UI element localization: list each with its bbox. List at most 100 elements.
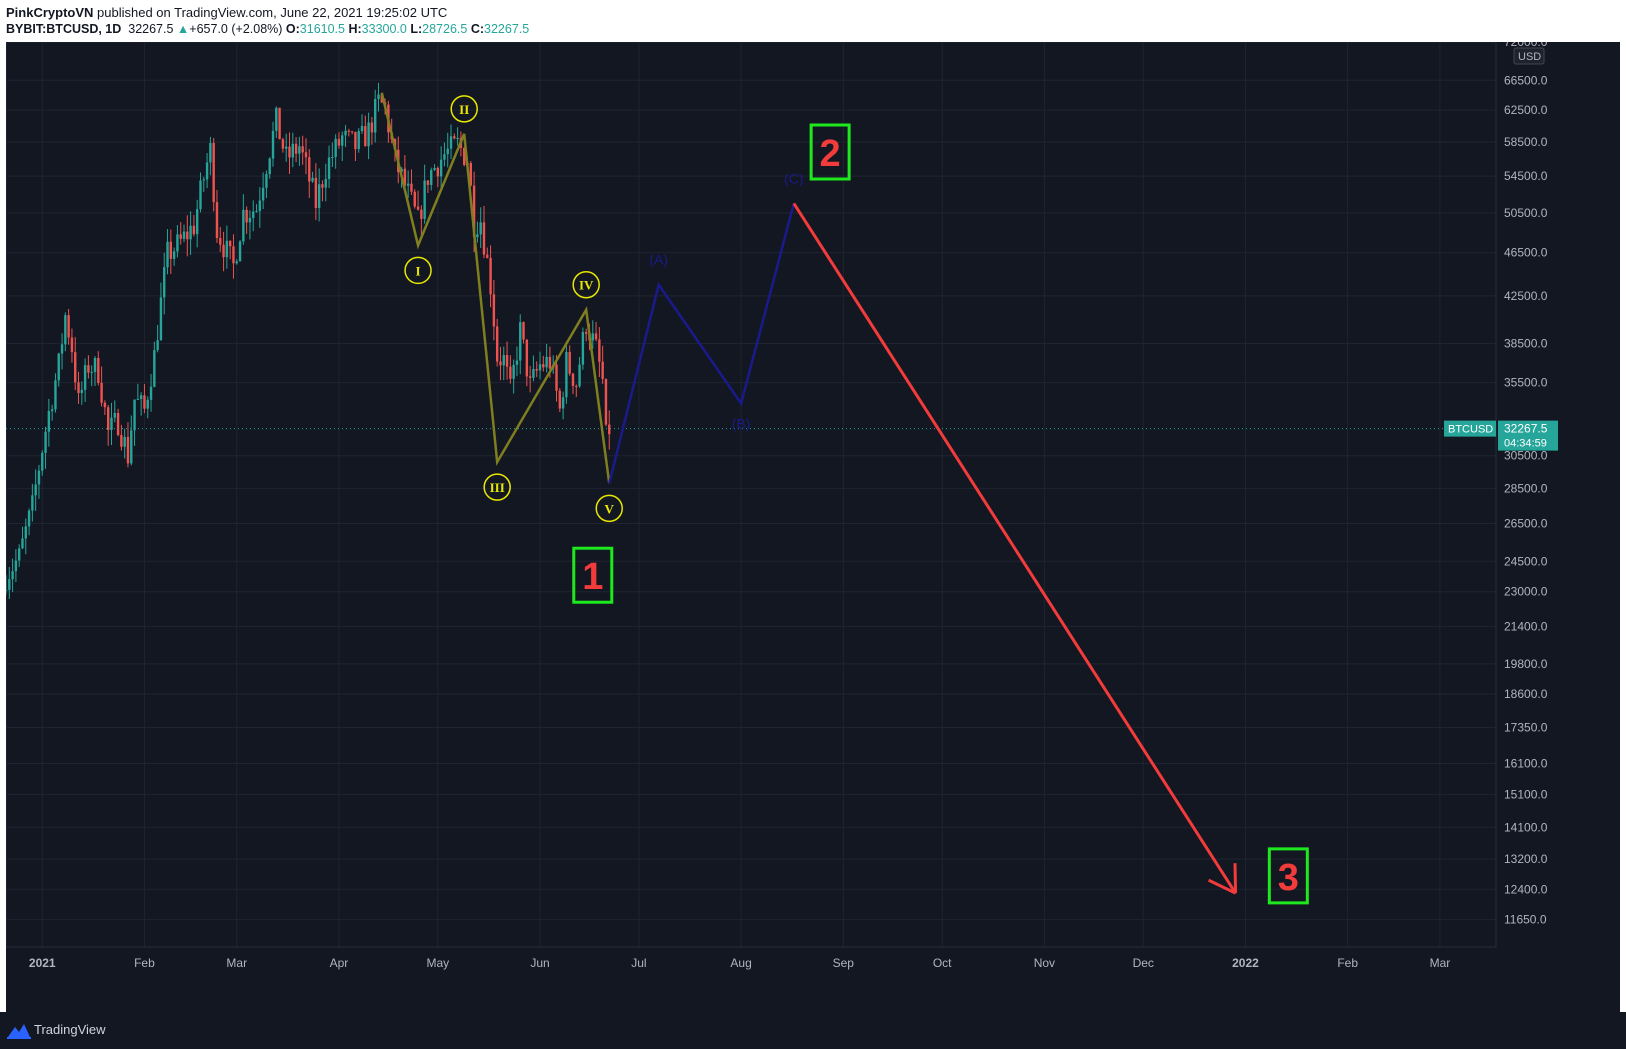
candle-body (156, 340, 159, 351)
candle-body (209, 142, 212, 163)
candle-body (535, 369, 538, 371)
close-label: C: (470, 22, 485, 36)
projection-arrow-head (1207, 878, 1237, 895)
candle-body (215, 202, 219, 239)
candle-body (357, 131, 360, 150)
candle-body (509, 366, 512, 379)
candle-body (261, 187, 265, 201)
candle-body (430, 170, 433, 185)
projection-arrow-line (792, 202, 1237, 895)
y-tick-label: 11650.0 (1504, 912, 1547, 926)
candle-body (486, 254, 489, 258)
wave-box (809, 123, 851, 181)
candle-body (341, 135, 344, 146)
candle-body (232, 246, 235, 264)
candle-body (291, 143, 294, 158)
last-price-label: 32267.5 (1504, 422, 1548, 436)
candle-body (294, 143, 298, 154)
candle-body (571, 373, 575, 386)
candle-body (248, 217, 252, 223)
candle-body (568, 351, 571, 374)
author-name[interactable]: PinkCryptoVN (6, 5, 94, 20)
candle-body (245, 209, 248, 223)
candle-body (242, 209, 245, 242)
price-chart[interactable]: 72000.0 66500.0 62500.0 58500.0 54500.0 50500… (6, 42, 1620, 1012)
candle-body (324, 178, 327, 188)
y-tick-label: 38500.0 (1504, 337, 1548, 351)
y-tick-label: 35500.0 (1504, 376, 1548, 390)
y-tick-label: 12400.0 (1504, 882, 1548, 896)
candle-body (581, 332, 585, 365)
candle-body (433, 167, 436, 171)
x-tick-label: Dec (1133, 956, 1154, 970)
candle-body (255, 211, 258, 213)
candle-body (34, 484, 37, 496)
candle-body (120, 435, 123, 447)
projection-arrow-head (1233, 863, 1238, 894)
candle-body (604, 378, 608, 425)
candle-body (420, 209, 423, 219)
candle-body (74, 352, 77, 383)
y-tick-label: 62500.0 (1504, 103, 1548, 117)
candle-body (278, 107, 281, 140)
tradingview-logo-icon[interactable] (6, 1021, 32, 1039)
x-tick-label: Feb (1337, 956, 1358, 970)
wave-label-circle (404, 256, 432, 285)
candle-body (54, 380, 57, 410)
candle-body (495, 326, 499, 362)
y-tick-label: 42500.0 (1504, 289, 1548, 303)
candle-body (44, 431, 47, 453)
tradingview-brand[interactable]: TradingView (34, 1022, 106, 1037)
x-tick-label: Apr (330, 956, 349, 970)
candle-body (31, 495, 34, 511)
wave-label-circle (572, 270, 600, 299)
candle-body (512, 364, 515, 379)
publish-info: published on TradingView.com, June 22, 2… (97, 5, 448, 20)
candle-body (8, 579, 11, 590)
y-tick-label: 17350.0 (1504, 720, 1548, 734)
y-tick-label: 14100.0 (1504, 820, 1548, 834)
wave-box (1267, 847, 1309, 905)
candle-body (410, 183, 413, 192)
wave-label-circle (450, 95, 478, 123)
footer (0, 1012, 1626, 1049)
y-tick-label: 19800.0 (1504, 657, 1548, 671)
candle-body (314, 177, 318, 208)
candle-body (505, 354, 509, 367)
candle-body (50, 409, 54, 412)
candle-body (87, 365, 90, 373)
candle-body (347, 130, 351, 132)
candle-body (522, 322, 525, 340)
y-tick-label: 18600.0 (1504, 687, 1548, 701)
candle-body (90, 371, 93, 373)
candle-body (443, 154, 446, 160)
candle-body (189, 225, 192, 240)
candle-body (24, 526, 27, 539)
candle-body (159, 297, 163, 341)
candle-body (584, 332, 588, 334)
chart-area[interactable]: 72000.0 66500.0 62500.0 58500.0 54500.0 50500… (6, 42, 1620, 1012)
candle-body (67, 315, 70, 338)
candle-body (21, 538, 24, 549)
price-change: +657.0 (+2.08%) (189, 22, 283, 36)
candle-body (416, 206, 420, 210)
x-tick-label: May (427, 956, 450, 970)
low-value: 28726.5 (422, 22, 468, 36)
candle-body (532, 369, 535, 378)
candle-body (374, 98, 377, 133)
candle-body (400, 168, 403, 173)
candle-body (515, 360, 519, 365)
candle-body (334, 138, 337, 158)
candle-body (17, 548, 21, 561)
x-tick-label: Mar (1430, 956, 1451, 970)
ohlc-line: BYBIT:BTCUSD, 1D 32267.5 ▲+657.0 (+2.08%… (6, 22, 529, 36)
candle-body (205, 162, 209, 180)
candle-body (456, 137, 459, 139)
x-tick-label: Feb (134, 956, 155, 970)
candle-body (275, 107, 278, 131)
candle-body (199, 180, 202, 210)
candle-body (354, 132, 357, 150)
candle-body (281, 139, 285, 149)
candle-body (77, 382, 80, 394)
y-tick-label: 24500.0 (1504, 554, 1548, 568)
